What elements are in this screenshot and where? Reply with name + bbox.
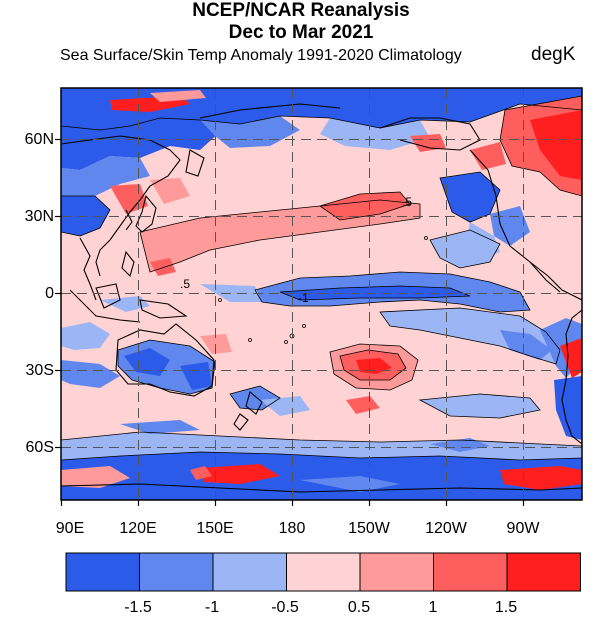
lon-label: 120E <box>119 520 157 537</box>
lon-label: 150E <box>196 520 234 537</box>
contour-label: .5 <box>180 277 190 291</box>
colorbar-swatch <box>139 552 214 592</box>
map-period: Dec to Mar 2021 <box>228 22 374 43</box>
lat-label: 30S <box>25 362 54 379</box>
colorbar-swatch <box>359 552 434 592</box>
colorbar-level-label: -1.5 <box>124 599 152 616</box>
anomaly-field <box>61 88 582 500</box>
lon-label: 120W <box>425 520 467 537</box>
colorbar-swatch <box>286 552 361 592</box>
colorbar-level-label: 1 <box>428 599 438 616</box>
gridlines <box>61 88 582 500</box>
colorbar-swatch <box>433 552 508 592</box>
map-title: NCEP/NCAR Reanalysis <box>192 0 410 21</box>
colorbar <box>65 552 581 592</box>
lat-label: 30N <box>24 208 54 225</box>
lat-label: 60S <box>25 439 54 456</box>
contour-label: -1 <box>298 291 309 305</box>
map-subtitle: Sea Surface/Skin Temp Anomaly 1991-2020 … <box>60 47 462 64</box>
colorbar-level-label: 0.5 <box>347 599 371 616</box>
colorbar-level-label: -1 <box>204 599 220 616</box>
lat-label: 60N <box>24 131 54 148</box>
lon-label: 90E <box>55 520 85 537</box>
colorbar-swatch <box>65 552 140 592</box>
units-label: degK <box>531 44 576 65</box>
colorbar-swatch <box>212 552 287 592</box>
lon-label: 150W <box>348 520 390 537</box>
lon-label: 180 <box>278 520 306 537</box>
coastlines <box>61 103 582 493</box>
contour-label: .5 <box>402 195 412 209</box>
lon-label: 90W <box>506 520 540 537</box>
colorbar-level-label: -0.5 <box>271 599 299 616</box>
colorbar-level-label: 1.5 <box>494 599 518 616</box>
colorbar-swatch <box>506 552 581 592</box>
lat-label: 0 <box>45 285 54 302</box>
